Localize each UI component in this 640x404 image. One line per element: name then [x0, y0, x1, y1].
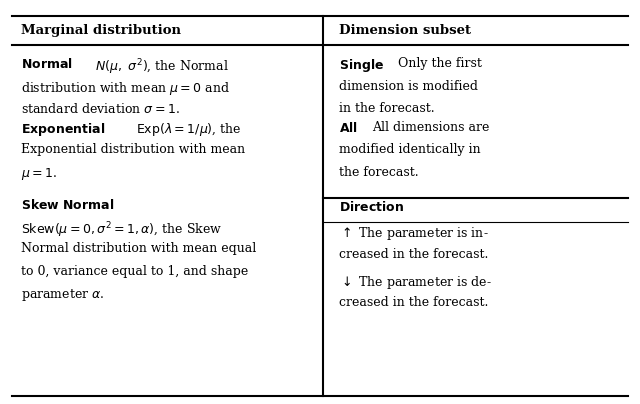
Text: $\uparrow$ The parameter is in-: $\uparrow$ The parameter is in- [339, 225, 489, 242]
Text: $\mathbf{Direction}$: $\mathbf{Direction}$ [339, 200, 404, 214]
Text: $\downarrow$ The parameter is de-: $\downarrow$ The parameter is de- [339, 274, 492, 291]
Text: modified identically in: modified identically in [339, 143, 481, 156]
Text: to 0, variance equal to 1, and shape: to 0, variance equal to 1, and shape [21, 265, 248, 278]
Text: Only the first: Only the first [398, 57, 482, 70]
Text: $\mathrm{Skew}(\mu=0,\sigma^2=1,\alpha)$, the Skew: $\mathrm{Skew}(\mu=0,\sigma^2=1,\alpha)$… [21, 220, 223, 240]
Text: Dimension subset: Dimension subset [339, 24, 471, 37]
Text: the forecast.: the forecast. [339, 166, 419, 179]
Text: $\mathrm{Exp}(\lambda = 1/\mu)$, the: $\mathrm{Exp}(\lambda = 1/\mu)$, the [136, 121, 242, 138]
Text: creased in the forecast.: creased in the forecast. [339, 248, 488, 261]
Text: $\mathbf{Single}$: $\mathbf{Single}$ [339, 57, 385, 74]
Text: dimension is modified: dimension is modified [339, 80, 478, 93]
Text: $\mathbf{Normal}$: $\mathbf{Normal}$ [21, 57, 73, 72]
Text: All dimensions are: All dimensions are [372, 121, 490, 134]
Text: Normal distribution with mean equal: Normal distribution with mean equal [21, 242, 257, 255]
Text: $N(\mu,\ \sigma^2)$, the Normal: $N(\mu,\ \sigma^2)$, the Normal [95, 57, 228, 77]
Text: parameter $\alpha$.: parameter $\alpha$. [21, 287, 104, 303]
Text: distribution with mean $\mu = 0$ and: distribution with mean $\mu = 0$ and [21, 80, 230, 97]
Text: standard deviation $\sigma = 1$.: standard deviation $\sigma = 1$. [21, 102, 180, 116]
Text: creased in the forecast.: creased in the forecast. [339, 296, 488, 309]
Text: $\mathbf{Exponential}$: $\mathbf{Exponential}$ [21, 121, 106, 138]
Text: $\mathbf{Skew\ Normal}$: $\mathbf{Skew\ Normal}$ [21, 198, 115, 212]
Text: in the forecast.: in the forecast. [339, 102, 435, 115]
Text: $\mu = 1$.: $\mu = 1$. [21, 166, 58, 182]
Text: Exponential distribution with mean: Exponential distribution with mean [21, 143, 245, 156]
Text: Marginal distribution: Marginal distribution [21, 24, 181, 37]
Text: $\mathbf{All}$: $\mathbf{All}$ [339, 121, 358, 135]
